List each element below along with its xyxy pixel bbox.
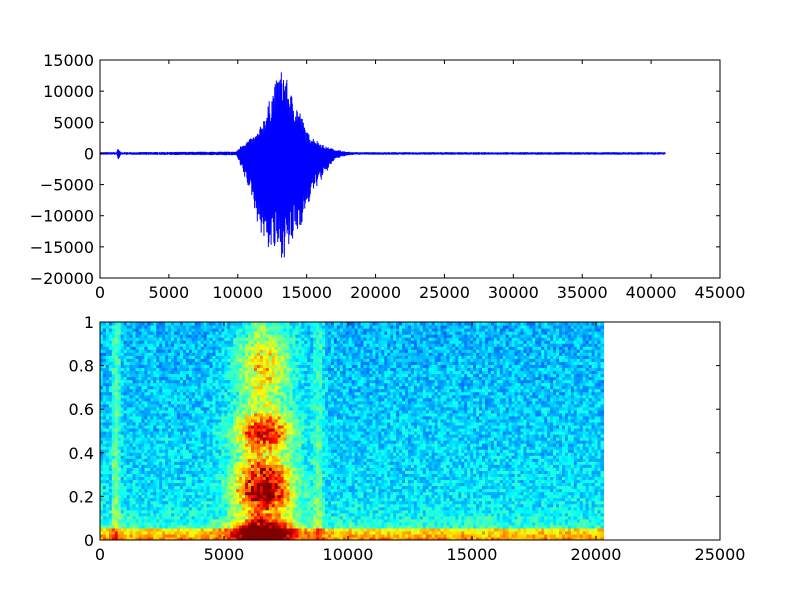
spectrogram-xtick-label: 5000 — [204, 545, 245, 564]
spectrogram-xtick-label: 10000 — [323, 545, 374, 564]
waveform-ytick-label: 5000 — [53, 113, 94, 132]
spectrogram-ytick-label: 0.6 — [69, 400, 94, 419]
spectrogram-xtick-label: 0 — [95, 545, 105, 564]
spectrogram-xtick-label: 25000 — [695, 545, 746, 564]
spectrogram-image — [100, 322, 605, 540]
waveform-xtick-label: 35000 — [557, 283, 608, 302]
waveform-xtick-label: 30000 — [488, 283, 539, 302]
waveform-ytick-label: −5000 — [40, 176, 94, 195]
waveform-xtick-label: 0 — [95, 283, 105, 302]
spectrogram-ytick-label: 1 — [84, 313, 94, 332]
waveform-xtick-label: 40000 — [626, 283, 677, 302]
spectrogram-ytick-label: 0 — [84, 531, 94, 550]
spectrogram-frame — [99, 321, 721, 541]
waveform-xtick-label: 45000 — [695, 283, 746, 302]
waveform-line — [100, 72, 666, 258]
spectrogram-axes: 0 5000 10000 15000 20000 25000 0 0.2 0.4 0.6 0.8 1 — [69, 313, 746, 564]
waveform-ytick-label: −15000 — [30, 238, 94, 257]
waveform-ytick-label: 15000 — [43, 51, 94, 70]
spectrogram-ytick-label: 0.2 — [69, 487, 94, 506]
waveform-axes: 0 5000 10000 15000 20000 25000 30000 35000 40000… — [30, 51, 746, 302]
waveform-xtick-label: 15000 — [281, 283, 332, 302]
spectrogram-ytick-label: 0.4 — [69, 444, 94, 463]
spectrogram-xtick-label: 20000 — [571, 545, 622, 564]
spectrogram-xtick-label: 15000 — [447, 545, 498, 564]
waveform-xtick-label: 10000 — [212, 283, 263, 302]
spectrogram-ytick-label: 0.8 — [69, 357, 94, 376]
waveform-xtick-label: 5000 — [149, 283, 190, 302]
waveform-xtick-label: 20000 — [350, 283, 401, 302]
waveform-frame — [99, 59, 721, 279]
waveform-ytick-label: 10000 — [43, 82, 94, 101]
waveform-xtick-label: 25000 — [419, 283, 470, 302]
waveform-ytick-label: −20000 — [30, 269, 94, 288]
waveform-ytick-label: 0 — [84, 144, 94, 163]
waveform-ytick-label: −10000 — [30, 207, 94, 226]
